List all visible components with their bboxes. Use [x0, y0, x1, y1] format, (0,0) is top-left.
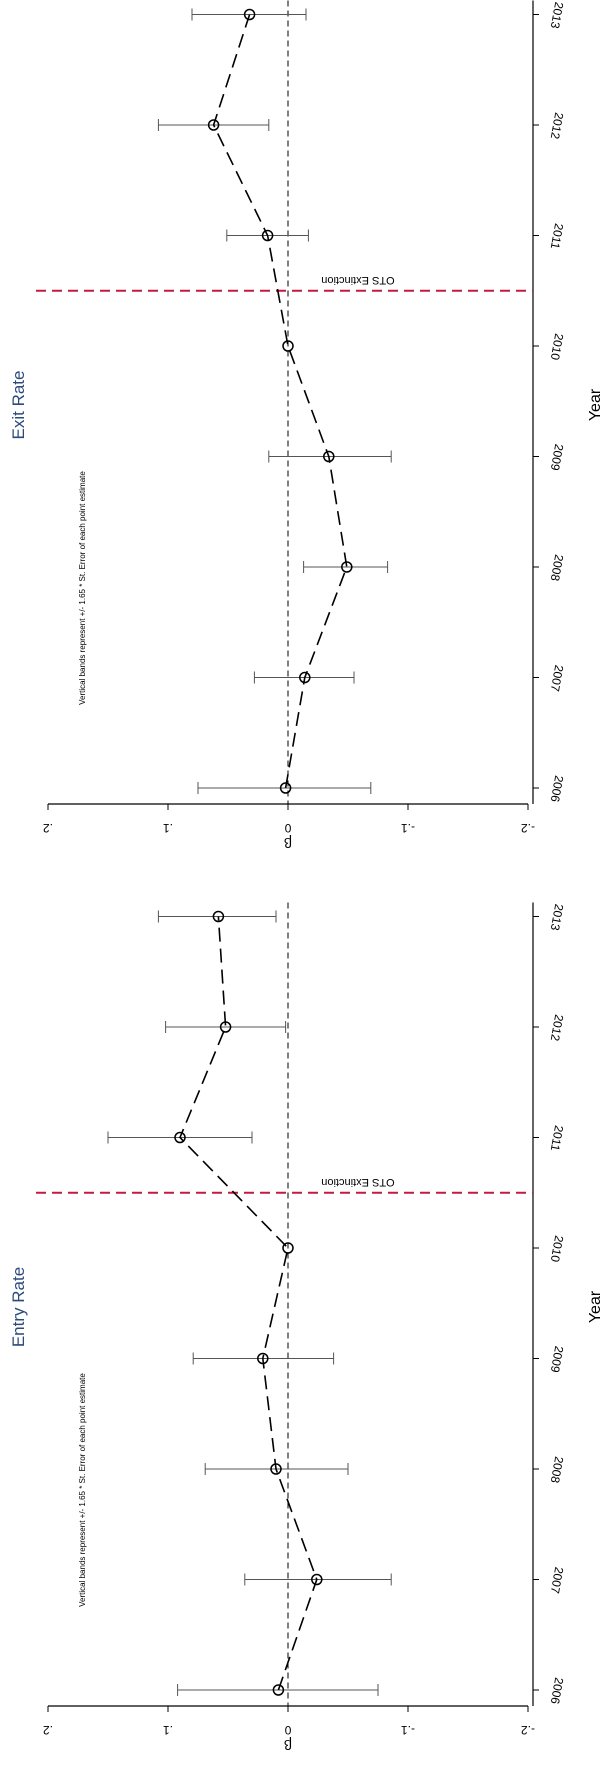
chart-title: Exit Rate — [9, 371, 28, 440]
y-tick-label: .1 — [163, 1723, 173, 1737]
data-point — [270, 1463, 282, 1475]
x-tick-label: 2013 — [548, 1, 566, 30]
annotation-note: Vertical bands represent +/- 1.65 * St. … — [78, 1373, 87, 1607]
x-tick-label: 2012 — [548, 111, 566, 140]
x-tick-label: 2011 — [548, 1124, 566, 1152]
data-point — [279, 782, 292, 794]
x-axis-label: Year — [587, 388, 604, 421]
x-axis-label: Year — [587, 1290, 604, 1323]
x-tick-label: 2006 — [548, 774, 566, 803]
data-point — [323, 450, 335, 463]
data-point — [212, 910, 225, 923]
x-tick-label: 2007 — [548, 1566, 566, 1595]
x-tick-label: 2008 — [548, 1455, 566, 1484]
series-line — [179, 916, 318, 1691]
data-point — [243, 8, 256, 21]
x-tick-label: 2007 — [548, 664, 566, 693]
event-line-label: OTS Extinction — [321, 274, 394, 286]
x-tick-label: 2010 — [548, 332, 566, 361]
panel-entry-rate: Entry Rate Vertical bands represent +/- 1… — [9, 902, 604, 1753]
data-point — [257, 1352, 269, 1365]
data-point — [282, 340, 294, 352]
x-tick-label: 2008 — [548, 553, 566, 582]
y-axis-label: β — [284, 1737, 292, 1753]
data-point — [174, 1131, 186, 1144]
x-tick-label: 2010 — [548, 1234, 566, 1263]
y-tick-label: -.2 — [521, 821, 535, 835]
data-point — [282, 1242, 294, 1254]
y-tick-label: .1 — [163, 821, 173, 835]
data-point — [207, 119, 220, 131]
y-tick-label: 0 — [284, 1723, 291, 1737]
chart-title: Entry Rate — [9, 1267, 28, 1347]
y-axis-label: β — [284, 835, 292, 851]
y-tick-label: -.2 — [521, 1723, 535, 1737]
x-tick-label: 2013 — [548, 903, 566, 932]
y-tick-label: -.1 — [401, 1723, 415, 1737]
x-tick-label: 2009 — [548, 1345, 566, 1374]
x-tick-label: 2011 — [548, 222, 566, 250]
y-tick-label: -.1 — [401, 821, 415, 835]
y-tick-label: .2 — [43, 821, 53, 835]
data-point — [299, 671, 311, 684]
data-point — [261, 229, 274, 242]
data-point — [341, 561, 353, 573]
data-point — [272, 1684, 285, 1696]
series-line — [212, 14, 348, 789]
data-point — [219, 1021, 232, 1033]
data-point — [311, 1573, 323, 1586]
annotation-note: Vertical bands represent +/- 1.65 * St. … — [78, 471, 87, 705]
x-tick-label: 2012 — [548, 1013, 566, 1042]
x-tick-label: 2009 — [548, 443, 566, 472]
panel-exit-rate: Exit Rate Vertical bands represent +/- 1.… — [9, 0, 604, 851]
x-tick-label: 2006 — [548, 1676, 566, 1705]
y-tick-label: 0 — [284, 821, 291, 835]
y-tick-label: .2 — [43, 1723, 53, 1737]
event-line-label: OTS Extinction — [321, 1176, 394, 1188]
